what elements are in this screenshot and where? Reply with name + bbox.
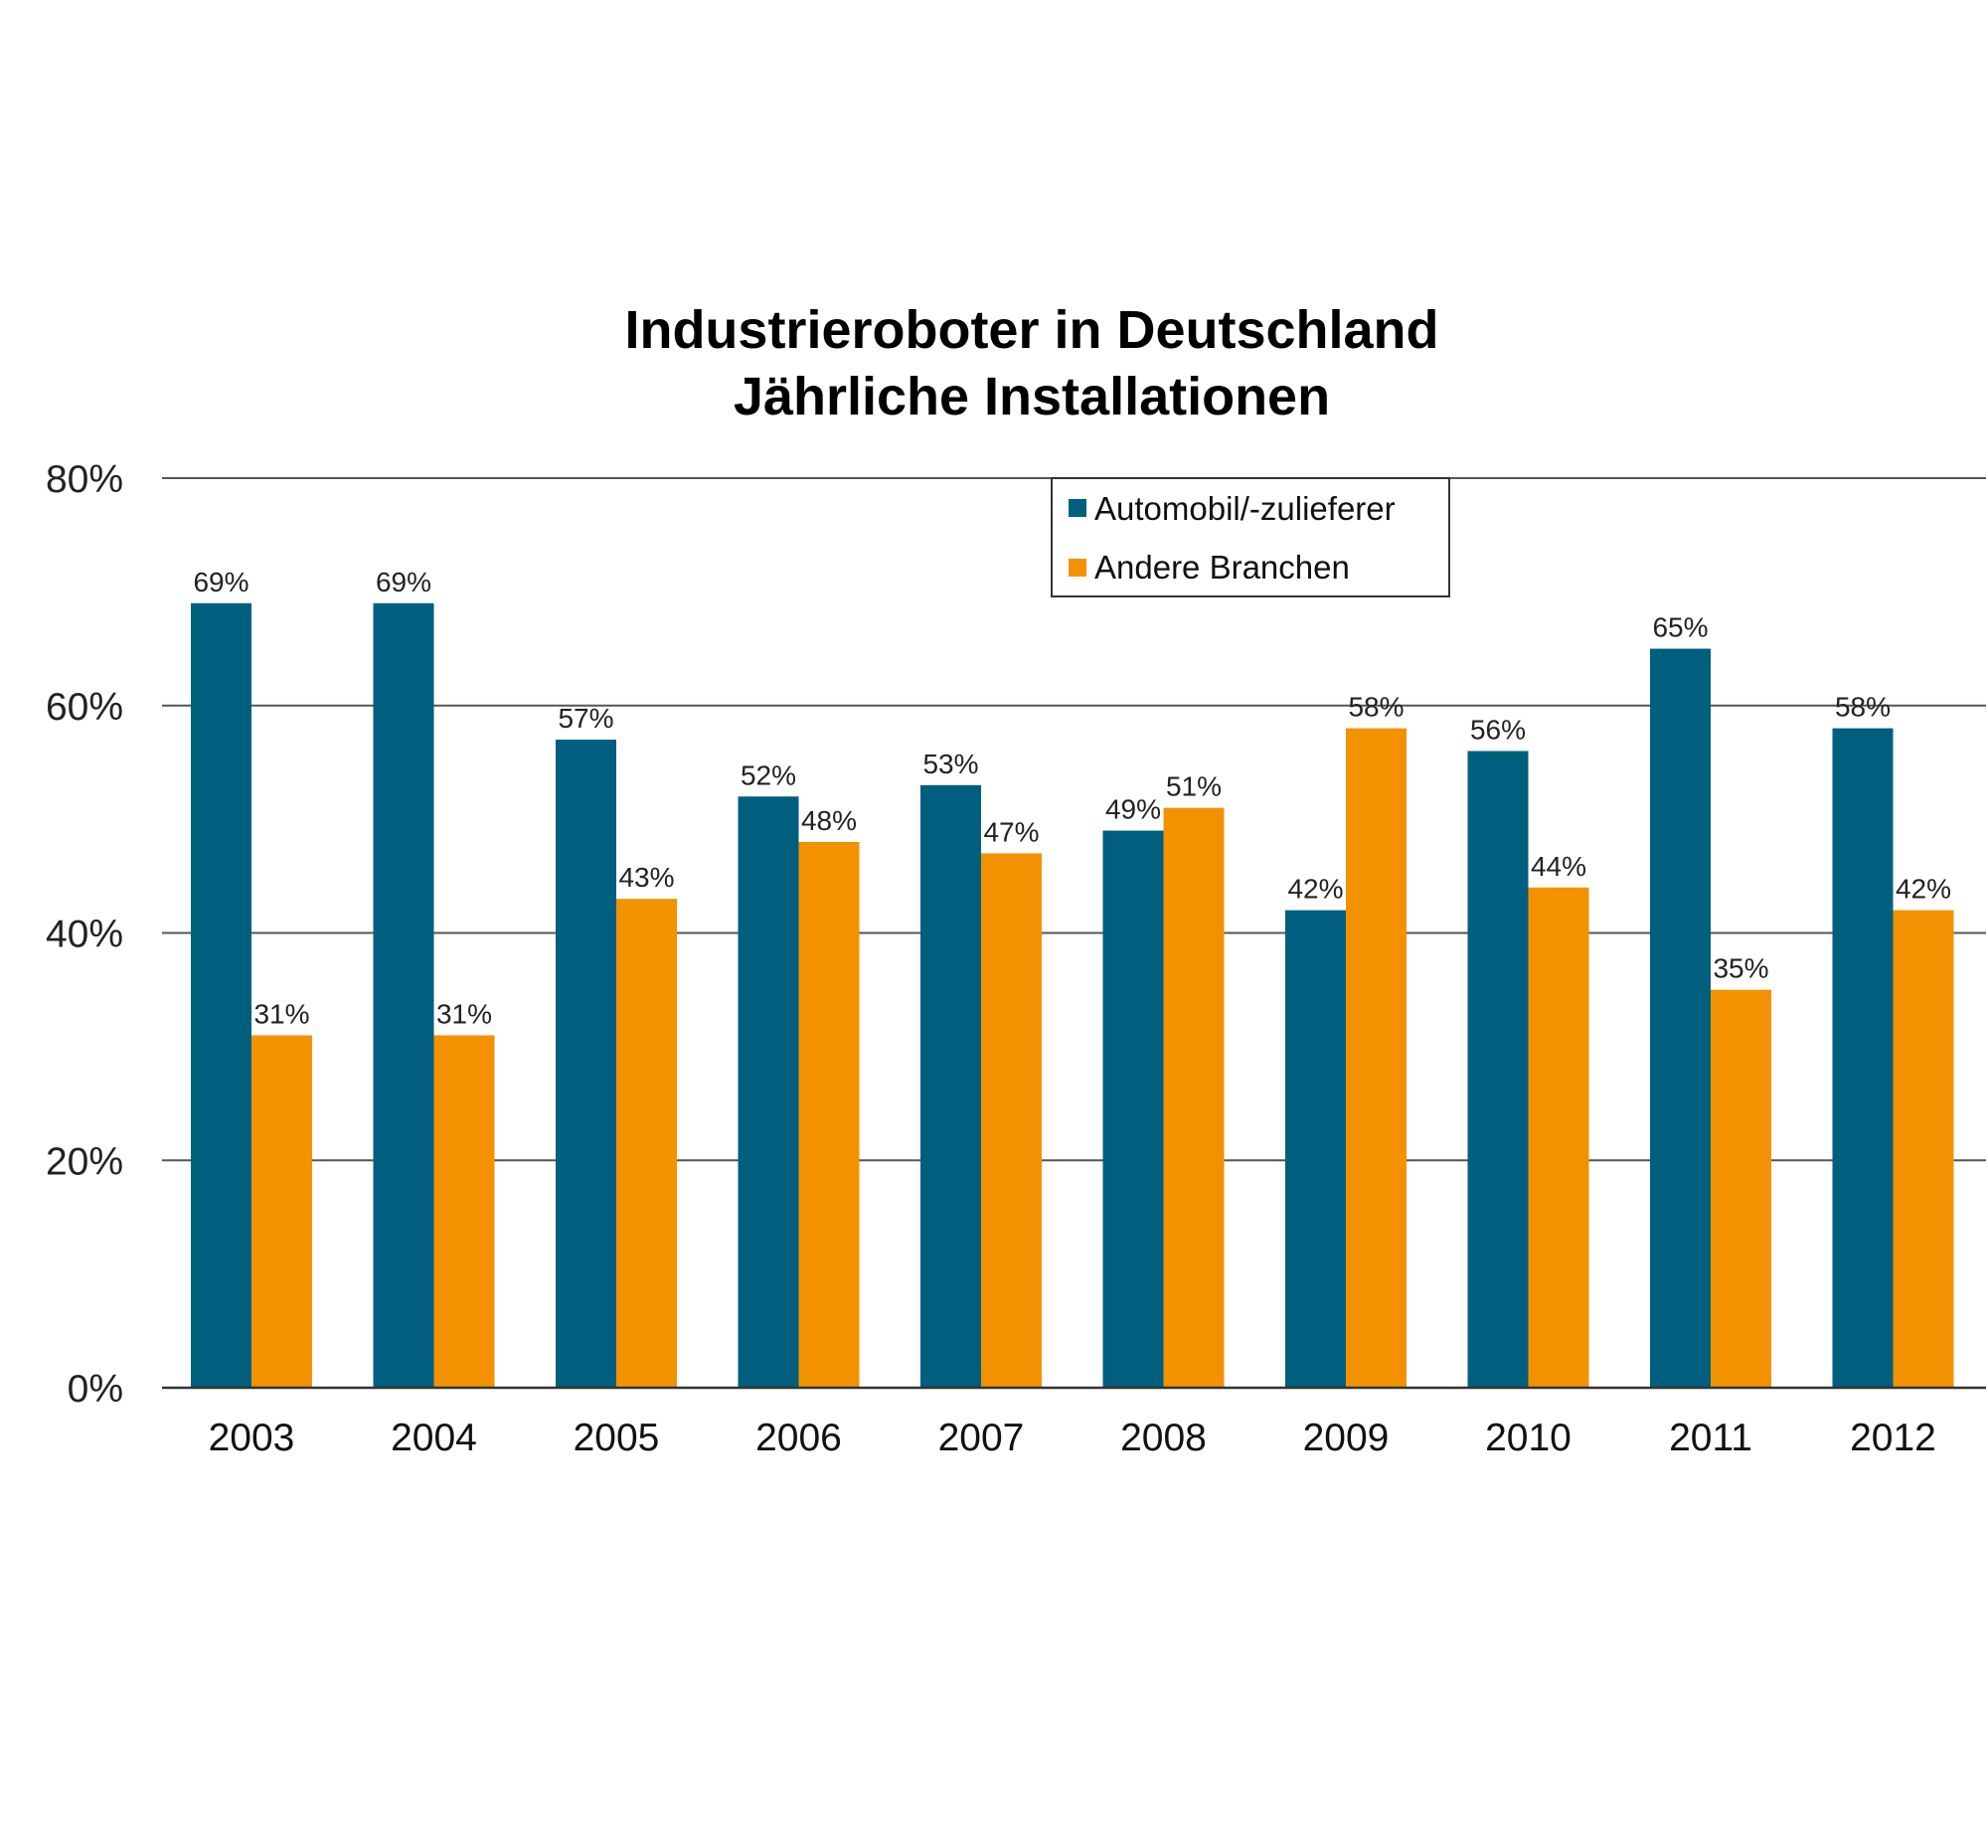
bar-automobil-2011 [1650, 648, 1711, 1388]
legend-swatch-andere [1069, 559, 1086, 577]
y-tick-label: 80% [46, 458, 123, 501]
y-tick-label: 20% [46, 1140, 123, 1183]
bar-automobil-2012 [1832, 728, 1894, 1388]
data-label-andere-2010: 44% [1531, 851, 1586, 882]
legend-box [1051, 477, 1450, 597]
data-label-automobil-2007: 53% [922, 749, 978, 779]
legend: Automobil/-zulieferer Andere Branchen [1051, 477, 1450, 597]
bar-andere-2010 [1528, 887, 1589, 1388]
x-tick-label-2012: 2012 [1850, 1417, 1936, 1459]
bar-automobil-2003 [191, 602, 251, 1388]
data-labels: 69% 31% 69% 31% 57% 43% 52%48% 53% 47% 49%51% 42% 5… [193, 567, 1951, 1030]
bar-automobil-2009 [1285, 910, 1346, 1388]
bar-automobil-2004 [373, 602, 434, 1388]
data-label-andere-2003: 31% [253, 998, 309, 1029]
x-tick-label-2004: 2004 [391, 1417, 477, 1459]
y-tick-label: 0% [68, 1368, 123, 1411]
data-label-automobil-2011: 65% [1652, 612, 1708, 643]
bar-andere-2008 [1163, 807, 1225, 1388]
bar-andere-2007 [981, 853, 1042, 1388]
bar-andere-2009 [1346, 728, 1407, 1388]
y-tick-label: 60% [46, 686, 123, 729]
bar-andere-2005 [616, 899, 677, 1388]
data-label-automobil-2010: 56% [1470, 715, 1526, 746]
data-label-automobil-2006: 52% [741, 759, 796, 790]
bar-andere-2006 [798, 842, 860, 1388]
bar-automobil-2007 [920, 784, 981, 1388]
x-tick-label-2009: 2009 [1303, 1417, 1390, 1459]
data-label-andere-2011: 35% [1713, 953, 1768, 984]
bar-automobil-2006 [738, 796, 799, 1388]
bar-andere-2012 [1893, 910, 1954, 1388]
legend-swatch-automobil [1069, 499, 1086, 517]
data-label-andere-2008: 51% [1166, 771, 1222, 802]
bar-automobil-2010 [1467, 751, 1529, 1388]
bar-andere-2003 [251, 1035, 312, 1388]
x-tick-label-2007: 2007 [938, 1417, 1025, 1459]
bar-automobil-2008 [1102, 830, 1164, 1388]
data-label-automobil-2003: 69% [193, 567, 248, 597]
data-label-automobil-2012: 58% [1835, 692, 1891, 723]
data-label-andere-2012: 42% [1896, 874, 1951, 905]
legend-label-andere: Andere Branchen [1094, 549, 1350, 586]
y-axis-tick-labels: 0% 20% 40% 60% 80% [46, 458, 123, 1411]
x-tick-label-2010: 2010 [1485, 1417, 1572, 1459]
data-label-andere-2006: 48% [801, 805, 857, 836]
x-tick-label-2003: 2003 [209, 1417, 295, 1459]
data-label-andere-2007: 47% [983, 816, 1039, 847]
data-label-automobil-2005: 57% [558, 703, 613, 734]
data-label-automobil-2008: 49% [1105, 794, 1161, 825]
bar-andere-2004 [433, 1035, 495, 1388]
x-axis-tick-labels: 2003 2004 2005 2006 2007 2008 2009 2010 2011 2012 [209, 1417, 1936, 1459]
data-label-automobil-2004: 69% [376, 567, 431, 597]
bars [191, 602, 1954, 1388]
chart-title-line-2: Jährliche Installationen [734, 367, 1330, 426]
legend-label-automobil: Automobil/-zulieferer [1094, 490, 1396, 527]
x-tick-label-2011: 2011 [1669, 1417, 1752, 1459]
chart-title: Industrieroboter in Deutschland Jährlich… [624, 300, 1438, 426]
y-tick-label: 40% [46, 914, 123, 956]
bar-automobil-2005 [556, 740, 616, 1388]
bar-andere-2011 [1711, 989, 1771, 1388]
chart-title-line-1: Industrieroboter in Deutschland [624, 300, 1438, 360]
x-tick-label-2006: 2006 [755, 1417, 842, 1459]
x-tick-label-2005: 2005 [574, 1417, 660, 1459]
data-label-andere-2009: 58% [1348, 692, 1404, 723]
x-tick-label-2008: 2008 [1120, 1417, 1207, 1459]
data-label-andere-2005: 43% [618, 862, 674, 893]
data-label-automobil-2009: 42% [1287, 874, 1343, 905]
data-label-andere-2004: 31% [436, 998, 492, 1029]
